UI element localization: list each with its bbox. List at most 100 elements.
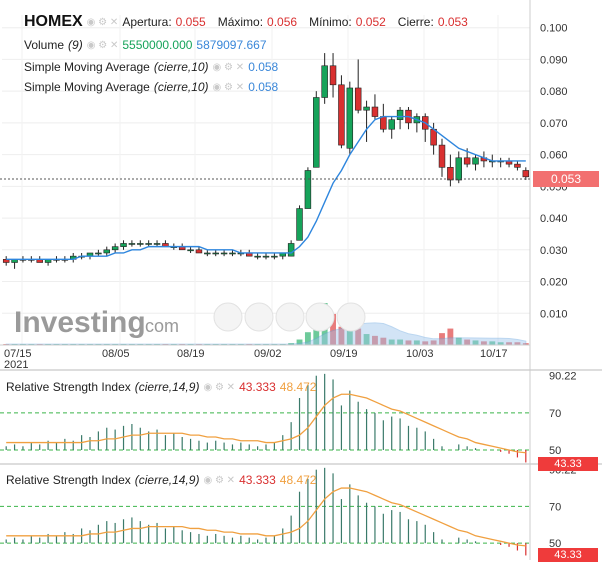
sma1-name: Simple Moving Average bbox=[24, 60, 150, 74]
volume-bar bbox=[480, 341, 487, 345]
candle-body bbox=[220, 252, 228, 255]
sma2-param: (cierre,10) bbox=[153, 80, 209, 94]
x-tick-label: 09/02 bbox=[254, 348, 282, 360]
candle-body bbox=[120, 243, 127, 247]
axes: 0.1000.0900.0800.0700.0600.0500.0400.030… bbox=[0, 0, 568, 560]
x-tick-label: 2021 bbox=[4, 359, 28, 371]
candle-body bbox=[463, 157, 471, 165]
candle-body bbox=[229, 252, 236, 255]
candle-body bbox=[329, 65, 337, 86]
eye-icon[interactable]: ◉ ⚙ ✕ bbox=[86, 16, 119, 28]
ohlc-legend: HOMEX ◉ ⚙ ✕ Apertura: 0.055 Máximo: 0.05… bbox=[24, 13, 468, 31]
volume-bar bbox=[380, 337, 387, 345]
candle-body bbox=[346, 87, 354, 149]
chart-grid bbox=[2, 15, 530, 345]
candle-body bbox=[472, 157, 479, 165]
volume-bar bbox=[506, 342, 512, 345]
candle-body bbox=[313, 97, 320, 168]
eye-icon[interactable]: ◉ ⚙ ✕ bbox=[212, 81, 245, 93]
rsi2-value-1: 43.333 bbox=[239, 473, 276, 487]
candle-body bbox=[363, 106, 370, 111]
chart-nav-button[interactable] bbox=[275, 302, 305, 332]
y-tick-label: 0.080 bbox=[540, 86, 568, 98]
candle-body bbox=[145, 243, 152, 245]
candle-body bbox=[321, 65, 328, 98]
volume-bar bbox=[330, 313, 336, 345]
chart-nav-button[interactable] bbox=[305, 302, 335, 332]
y-tick-label: 0.100 bbox=[540, 23, 568, 35]
open-label: Apertura: bbox=[122, 15, 172, 29]
high-label: Máximo: bbox=[217, 15, 264, 29]
watermark-brand: Investing bbox=[14, 306, 146, 339]
candle-body bbox=[371, 106, 379, 117]
volume-legend: Volume (9) ◉ ⚙ ✕ 5550000.000 5879097.667 bbox=[24, 38, 267, 52]
eye-icon[interactable]: ◉ ⚙ ✕ bbox=[212, 61, 245, 73]
symbol-title: HOMEX bbox=[24, 13, 83, 30]
volume-bar bbox=[455, 337, 462, 345]
volume-name: Volume bbox=[24, 38, 65, 52]
candle-body bbox=[380, 116, 387, 130]
eye-icon[interactable]: ◉ ⚙ ✕ bbox=[203, 474, 236, 486]
volume-bar bbox=[288, 343, 295, 345]
candle-body bbox=[137, 243, 144, 245]
close-label: Cierre: bbox=[397, 15, 434, 29]
rsi-tick-label: 50 bbox=[549, 445, 561, 457]
chart-navigation[interactable] bbox=[213, 302, 366, 332]
volume-bar bbox=[522, 343, 529, 345]
candlestick-series bbox=[2, 53, 530, 269]
high-value: 0.056 bbox=[267, 15, 298, 29]
rsi1-param: (cierre,14,9) bbox=[134, 380, 200, 394]
sma-series bbox=[6, 115, 526, 261]
volume-bar bbox=[439, 333, 445, 345]
volume-bar bbox=[388, 339, 395, 345]
rsi2-name: Relative Strength Index bbox=[6, 473, 131, 487]
volume-bar bbox=[413, 340, 420, 345]
volume-bar bbox=[338, 326, 345, 345]
chart-nav-button[interactable] bbox=[336, 302, 366, 332]
candle-body bbox=[455, 157, 462, 181]
volume-bar bbox=[363, 334, 370, 345]
candle-body bbox=[287, 243, 295, 257]
rsi-tick-label: 70 bbox=[549, 501, 561, 513]
y-tick-label: 0.070 bbox=[540, 118, 568, 130]
volume-bar bbox=[430, 340, 437, 345]
rsi-tick-label: 70 bbox=[549, 408, 561, 420]
y-tick-label: 0.020 bbox=[540, 277, 568, 289]
x-tick-label: 08/19 bbox=[177, 348, 205, 360]
volume-param: (9) bbox=[68, 38, 83, 52]
rsi1-value-2: 48.472 bbox=[279, 380, 317, 394]
volume-bar bbox=[405, 340, 412, 345]
candle-body bbox=[522, 170, 530, 178]
close-value: 0.053 bbox=[437, 15, 468, 29]
watermark-suffix: .com bbox=[140, 316, 179, 336]
volume-bar bbox=[304, 332, 311, 345]
sma2-legend: Simple Moving Average (cierre,10) ◉ ⚙ ✕ … bbox=[24, 80, 278, 94]
x-tick-label: 08/05 bbox=[102, 348, 130, 360]
watermark: Investing .com bbox=[14, 306, 179, 339]
candle-body bbox=[212, 252, 219, 255]
candle-body bbox=[103, 249, 110, 254]
volume-bar bbox=[372, 335, 378, 345]
candle-body bbox=[514, 163, 521, 168]
chart-nav-button[interactable] bbox=[213, 302, 243, 332]
chart-nav-button[interactable] bbox=[244, 302, 274, 332]
eye-icon[interactable]: ◉ ⚙ ✕ bbox=[203, 381, 236, 393]
candle-body bbox=[95, 252, 102, 255]
candle-body bbox=[354, 87, 362, 111]
y-tick-label: 0.030 bbox=[540, 245, 568, 257]
y-tick-label: 0.090 bbox=[540, 54, 568, 66]
eye-icon[interactable]: ◉ ⚙ ✕ bbox=[86, 39, 119, 51]
rsi1-last-tag: 43.33 bbox=[538, 457, 598, 471]
sma-line bbox=[6, 115, 526, 261]
candle-body bbox=[254, 255, 261, 258]
candle-body bbox=[111, 246, 119, 251]
volume-bar bbox=[464, 339, 471, 345]
volume-bar bbox=[355, 328, 362, 345]
x-tick-label: 07/15 bbox=[4, 348, 32, 360]
volume-bar bbox=[296, 339, 303, 345]
volume-bar bbox=[447, 328, 454, 345]
candle-body bbox=[128, 243, 136, 245]
volume-bar bbox=[472, 340, 479, 345]
